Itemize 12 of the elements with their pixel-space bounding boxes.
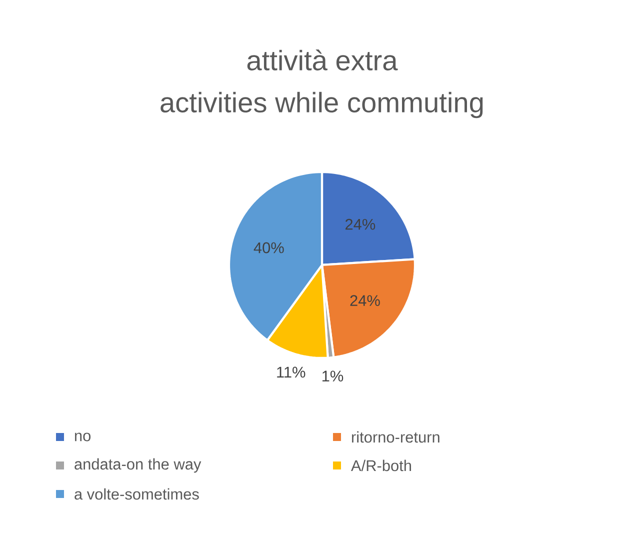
legend-label: ritorno-return (352, 431, 440, 443)
data-label: 11% (277, 366, 306, 378)
data-label: 24% (350, 295, 380, 306)
legend-label: A/R-both (350, 460, 411, 472)
legend-label: no (75, 432, 91, 442)
data-label: 1% (322, 370, 344, 382)
legend-label: a volte-sometimes (74, 488, 199, 500)
data-label: 40% (254, 242, 284, 254)
legend-label: andata-on the way (74, 458, 202, 473)
chart-title: attività extra (247, 50, 398, 70)
data-label: 24% (345, 218, 376, 230)
chart-subtitle: activities while commuting (160, 92, 483, 118)
